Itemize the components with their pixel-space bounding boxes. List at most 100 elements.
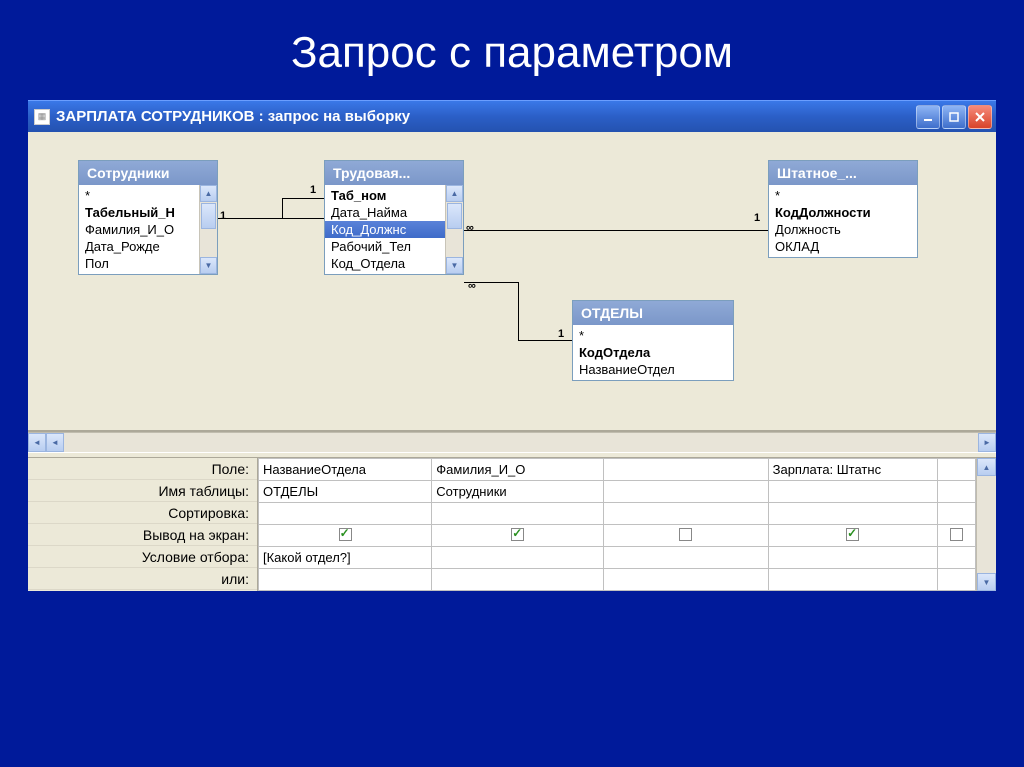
design-cell[interactable]: Зарплата: Штатнс bbox=[768, 459, 937, 481]
table-vscroll[interactable]: ▲▼ bbox=[199, 185, 217, 274]
design-cell[interactable] bbox=[604, 481, 768, 503]
design-row-label: Сортировка: bbox=[28, 502, 257, 524]
minimize-button[interactable] bbox=[916, 105, 940, 129]
table-field[interactable]: Фамилия_И_О bbox=[79, 221, 199, 238]
design-cell[interactable] bbox=[768, 481, 937, 503]
table-field[interactable]: Дата_Рожде bbox=[79, 238, 199, 255]
scroll-up-icon[interactable]: ▲ bbox=[446, 185, 463, 202]
design-cell[interactable] bbox=[259, 525, 432, 547]
table-box-t2[interactable]: Трудовая... Таб_номДата_НаймаКод_ДолжнсРа… bbox=[324, 160, 464, 275]
table-field[interactable]: Табельный_Н bbox=[79, 204, 199, 221]
design-cell[interactable]: НазваниеОтдела bbox=[259, 459, 432, 481]
table-field[interactable]: КодОтдела bbox=[573, 344, 733, 361]
table-field[interactable]: НазваниеОтдел bbox=[573, 361, 733, 378]
show-checkbox[interactable] bbox=[950, 528, 963, 541]
table-field[interactable]: Код_Должнс bbox=[325, 221, 445, 238]
scroll-down-icon[interactable]: ▼ bbox=[446, 257, 463, 274]
table-header[interactable]: Сотрудники bbox=[79, 161, 217, 185]
design-cell[interactable] bbox=[937, 481, 975, 503]
scroll-down-icon[interactable]: ▼ bbox=[977, 573, 996, 591]
table-box-t4[interactable]: Штатное_... *КодДолжностиДолжностьОКЛАД bbox=[768, 160, 918, 258]
table-box-t1[interactable]: Сотрудники *Табельный_НФамилия_И_ОДата_Ро… bbox=[78, 160, 218, 275]
table-field[interactable]: * bbox=[79, 187, 199, 204]
scroll-left2-icon[interactable]: ◄ bbox=[46, 433, 64, 452]
design-cell[interactable] bbox=[768, 525, 937, 547]
relation-line bbox=[464, 230, 768, 231]
scroll-up-icon[interactable]: ▲ bbox=[200, 185, 217, 202]
design-cell[interactable] bbox=[604, 547, 768, 569]
scroll-thumb[interactable] bbox=[201, 203, 216, 229]
design-cell[interactable] bbox=[768, 503, 937, 525]
design-row-label: Поле: bbox=[28, 458, 257, 480]
design-cell[interactable] bbox=[604, 569, 768, 591]
show-checkbox[interactable] bbox=[339, 528, 352, 541]
window-icon: ▦ bbox=[34, 109, 50, 125]
scroll-right-icon[interactable]: ► bbox=[978, 433, 996, 452]
table-field[interactable]: Рабочий_Тел bbox=[325, 238, 445, 255]
table-header[interactable]: Трудовая... bbox=[325, 161, 463, 185]
table-header[interactable]: Штатное_... bbox=[769, 161, 917, 185]
close-button[interactable] bbox=[968, 105, 992, 129]
table-header[interactable]: ОТДЕЛЫ bbox=[573, 301, 733, 325]
scroll-left-icon[interactable]: ◄ bbox=[28, 433, 46, 452]
relations-hscroll[interactable]: ◄ ◄ ► bbox=[28, 432, 996, 452]
design-row-label: Имя таблицы: bbox=[28, 480, 257, 502]
design-grid[interactable]: НазваниеОтделаФамилия_И_О Зарплата: Штатн… bbox=[258, 458, 976, 591]
design-row-label: или: bbox=[28, 568, 257, 590]
scroll-track[interactable] bbox=[64, 433, 978, 452]
design-cell[interactable] bbox=[604, 503, 768, 525]
relation-cardinality: 1 bbox=[310, 184, 316, 196]
table-field[interactable]: ОКЛАД bbox=[769, 238, 917, 255]
relations-pane[interactable]: Сотрудники*Табельный_НФамилия_И_ОДата_Ро… bbox=[28, 132, 996, 432]
table-field[interactable]: КодДолжности bbox=[769, 204, 917, 221]
scroll-thumb[interactable] bbox=[447, 203, 462, 229]
relation-cardinality: ∞ bbox=[466, 222, 474, 234]
query-designer-window: ▦ ЗАРПЛАТА СОТРУДНИКОВ : запрос на выбор… bbox=[24, 100, 1000, 595]
relation-cardinality: 1 bbox=[220, 210, 226, 222]
design-cell[interactable] bbox=[768, 569, 937, 591]
scroll-down-icon[interactable]: ▼ bbox=[200, 257, 217, 274]
design-cell[interactable] bbox=[432, 503, 604, 525]
design-cell[interactable] bbox=[604, 525, 768, 547]
table-box-t3[interactable]: ОТДЕЛЫ *КодОтделаНазваниеОтдел bbox=[572, 300, 734, 381]
design-vscroll[interactable]: ▲ ▼ bbox=[976, 458, 996, 591]
design-cell[interactable]: [Какой отдел?] bbox=[259, 547, 432, 569]
design-cell[interactable] bbox=[937, 503, 975, 525]
show-checkbox[interactable] bbox=[846, 528, 859, 541]
table-field[interactable]: Пол bbox=[79, 255, 199, 272]
table-field[interactable]: Таб_ном bbox=[325, 187, 445, 204]
design-cell[interactable] bbox=[259, 569, 432, 591]
design-cell[interactable] bbox=[432, 525, 604, 547]
window-title: ЗАРПЛАТА СОТРУДНИКОВ : запрос на выборку bbox=[56, 108, 914, 125]
relation-line bbox=[282, 198, 283, 218]
scroll-track[interactable] bbox=[446, 230, 463, 257]
table-field[interactable]: Дата_Найма bbox=[325, 204, 445, 221]
design-cell[interactable] bbox=[432, 547, 604, 569]
maximize-button[interactable] bbox=[942, 105, 966, 129]
design-cell[interactable] bbox=[768, 547, 937, 569]
table-vscroll[interactable]: ▲▼ bbox=[445, 185, 463, 274]
window-titlebar: ▦ ЗАРПЛАТА СОТРУДНИКОВ : запрос на выбор… bbox=[28, 100, 996, 132]
design-cell[interactable] bbox=[259, 503, 432, 525]
table-field[interactable]: Код_Отдела bbox=[325, 255, 445, 272]
show-checkbox[interactable] bbox=[511, 528, 524, 541]
design-row-label: Вывод на экран: bbox=[28, 524, 257, 546]
slide-title: Запрос с параметром bbox=[0, 0, 1024, 100]
design-cell[interactable] bbox=[937, 569, 975, 591]
design-cell[interactable]: ОТДЕЛЫ bbox=[259, 481, 432, 503]
design-cell[interactable]: Фамилия_И_О bbox=[432, 459, 604, 481]
table-field[interactable]: * bbox=[769, 187, 917, 204]
design-cell[interactable]: Сотрудники bbox=[432, 481, 604, 503]
scroll-track[interactable] bbox=[977, 476, 996, 573]
design-cell[interactable] bbox=[937, 525, 975, 547]
table-field[interactable]: * bbox=[573, 327, 733, 344]
design-cell[interactable] bbox=[432, 569, 604, 591]
show-checkbox[interactable] bbox=[679, 528, 692, 541]
design-cell[interactable] bbox=[604, 459, 768, 481]
design-grid-pane: Поле:Имя таблицы:Сортировка:Вывод на экр… bbox=[28, 458, 996, 591]
scroll-track[interactable] bbox=[200, 230, 217, 257]
table-field[interactable]: Должность bbox=[769, 221, 917, 238]
design-cell[interactable] bbox=[937, 547, 975, 569]
design-cell[interactable] bbox=[937, 459, 975, 481]
scroll-up-icon[interactable]: ▲ bbox=[977, 458, 996, 476]
